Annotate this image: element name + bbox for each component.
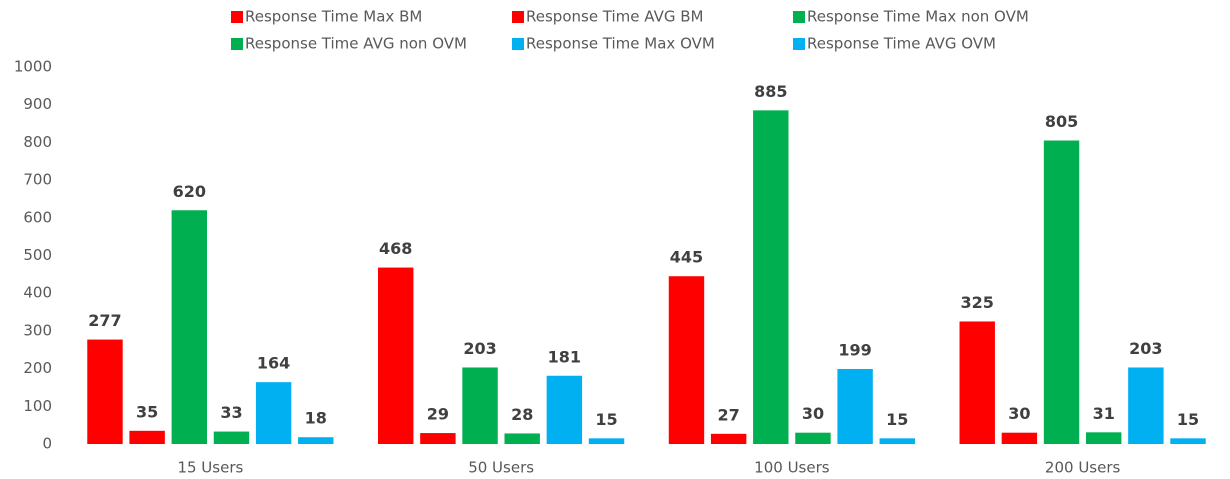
value-label: 30 xyxy=(802,404,824,423)
value-label: 203 xyxy=(1129,339,1162,358)
y-tick-label: 400 xyxy=(23,284,52,302)
bar xyxy=(298,437,334,444)
value-label: 199 xyxy=(838,340,871,359)
legend-label: Response Time Max BM xyxy=(245,8,422,26)
y-tick-label: 100 xyxy=(23,397,52,415)
bar xyxy=(1043,140,1080,444)
value-label: 27 xyxy=(718,405,740,424)
value-label: 277 xyxy=(88,311,121,330)
value-label: 15 xyxy=(1177,410,1199,429)
value-label: 203 xyxy=(463,339,496,358)
bar xyxy=(546,375,583,444)
x-tick-label: 15 Users xyxy=(177,459,243,477)
bar xyxy=(959,321,995,444)
value-label: 15 xyxy=(595,410,617,429)
legend-label: Response Time Max non OVM xyxy=(807,8,1029,26)
bar xyxy=(1001,432,1038,444)
y-tick-label: 1000 xyxy=(14,58,52,76)
value-label: 18 xyxy=(305,409,327,428)
bar xyxy=(753,110,789,444)
bar xyxy=(1085,432,1122,444)
value-label: 325 xyxy=(961,293,994,312)
legend-label: Response Time AVG BM xyxy=(526,8,703,26)
bar xyxy=(171,210,208,444)
value-label: 30 xyxy=(1008,404,1030,423)
legend-label: Response Time AVG OVM xyxy=(807,35,996,53)
bar xyxy=(87,339,123,444)
bar xyxy=(879,438,915,444)
bar xyxy=(129,430,165,444)
bar xyxy=(255,382,292,444)
y-tick-label: 200 xyxy=(23,359,52,377)
value-label: 35 xyxy=(136,402,158,421)
value-label: 445 xyxy=(670,248,703,267)
value-label: 181 xyxy=(548,347,581,366)
value-label: 805 xyxy=(1045,112,1078,131)
legend-swatch xyxy=(793,38,805,50)
y-tick-label: 800 xyxy=(23,133,52,151)
value-label: 885 xyxy=(754,82,787,101)
bar xyxy=(668,276,705,444)
bar xyxy=(504,433,540,444)
legend-swatch xyxy=(231,38,243,50)
value-label: 28 xyxy=(511,405,533,424)
bar xyxy=(588,438,625,444)
y-tick-label: 700 xyxy=(23,171,52,189)
legend-swatch xyxy=(512,38,524,50)
y-tick-label: 0 xyxy=(42,435,52,453)
value-label: 29 xyxy=(427,405,449,424)
legend-label: Response Time Max OVM xyxy=(526,35,715,53)
bar xyxy=(420,433,456,444)
x-tick-label: 200 Users xyxy=(1045,459,1121,477)
bar xyxy=(795,432,831,444)
legend-swatch xyxy=(512,11,524,23)
bar xyxy=(710,433,747,444)
value-label: 620 xyxy=(173,182,206,201)
bar xyxy=(378,267,414,444)
x-tick-label: 100 Users xyxy=(754,459,830,477)
bar xyxy=(1170,438,1206,444)
y-tick-label: 300 xyxy=(23,321,52,339)
bar xyxy=(837,368,873,444)
legend-swatch xyxy=(793,11,805,23)
y-tick-label: 600 xyxy=(23,208,52,226)
value-label: 468 xyxy=(379,239,412,258)
bar xyxy=(213,431,250,444)
value-label: 31 xyxy=(1093,404,1115,423)
value-label: 15 xyxy=(886,410,908,429)
bar xyxy=(1128,367,1164,444)
x-tick-label: 50 Users xyxy=(468,459,534,477)
value-label: 33 xyxy=(220,403,242,422)
y-tick-label: 900 xyxy=(23,95,52,113)
legend-label: Response Time AVG non OVM xyxy=(245,35,467,53)
bar xyxy=(462,367,498,444)
value-label: 164 xyxy=(257,354,290,373)
y-tick-label: 500 xyxy=(23,246,52,264)
legend-swatch xyxy=(231,11,243,23)
